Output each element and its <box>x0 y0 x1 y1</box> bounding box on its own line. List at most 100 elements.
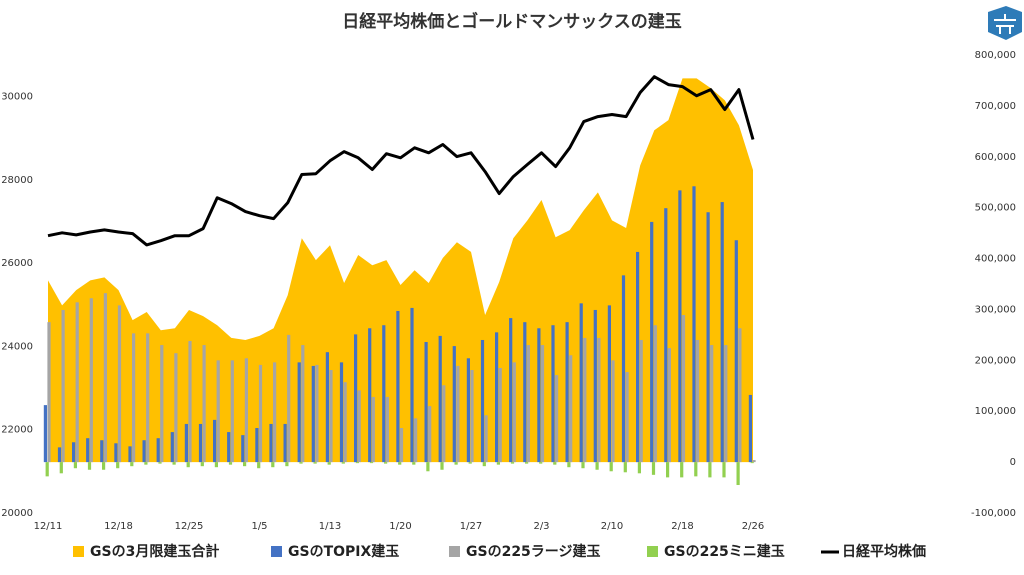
legend-label: GSの225ラージ建玉 <box>466 543 601 560</box>
bar <box>484 415 488 463</box>
bar <box>273 362 277 463</box>
bar <box>708 462 712 478</box>
bar <box>156 438 160 463</box>
bar <box>45 462 49 477</box>
bar <box>142 440 146 463</box>
bar <box>315 364 319 463</box>
bar <box>382 325 386 463</box>
bar <box>117 305 122 463</box>
bar <box>509 318 513 463</box>
bar <box>555 375 559 463</box>
y-tick-label: 24000 <box>1 341 33 352</box>
y2-tick-label: 100,000 <box>975 406 1016 417</box>
x-tick-label: 1/20 <box>389 521 411 532</box>
y2-tick-label: 700,000 <box>975 101 1016 112</box>
bar <box>61 309 65 463</box>
y-tick-label: 20000 <box>1 508 33 519</box>
bar <box>59 462 63 474</box>
legend-swatch <box>647 546 658 557</box>
bar <box>609 462 613 472</box>
bar <box>311 365 315 463</box>
y2-tick-label: 300,000 <box>975 304 1016 315</box>
bar <box>213 419 217 463</box>
bar <box>525 462 529 464</box>
bar <box>228 462 233 465</box>
bar <box>537 328 541 463</box>
bar <box>243 462 247 467</box>
y2-tick-label: 0 <box>1010 457 1016 468</box>
bar <box>523 322 527 463</box>
bar <box>551 325 555 463</box>
bar <box>428 406 432 463</box>
bar <box>724 345 728 463</box>
bar <box>100 440 104 463</box>
bar <box>396 310 400 463</box>
bar <box>667 348 671 463</box>
bar <box>398 462 402 465</box>
bar <box>103 293 107 463</box>
bar <box>694 462 698 477</box>
bar <box>343 382 347 463</box>
bar <box>738 328 742 463</box>
bar <box>636 251 640 463</box>
legend-swatch <box>449 546 460 557</box>
bar <box>354 334 358 463</box>
bar <box>696 339 700 463</box>
bar <box>258 364 263 463</box>
bar <box>454 462 458 465</box>
x-tick-label: 2/26 <box>742 521 764 532</box>
bar <box>426 462 430 472</box>
x-tick-label: 1/13 <box>319 521 341 532</box>
bar <box>227 432 231 463</box>
bar <box>468 462 472 464</box>
bar <box>583 337 587 463</box>
bar <box>710 345 714 463</box>
bar <box>299 462 303 464</box>
bar <box>257 462 261 469</box>
bar <box>146 333 150 463</box>
bar <box>216 360 220 463</box>
bar <box>540 345 545 463</box>
bar <box>158 462 162 464</box>
bar <box>650 221 654 463</box>
bar <box>681 315 686 463</box>
bar <box>414 418 418 463</box>
bar <box>102 462 106 470</box>
legend-label: GSのTOPIX建玉 <box>288 543 399 560</box>
bar <box>750 462 754 464</box>
bar <box>200 462 204 467</box>
bar <box>184 423 188 463</box>
x-tick-label: 12/18 <box>104 521 133 532</box>
bar <box>186 462 190 468</box>
x-tick-label: 1/27 <box>460 521 482 532</box>
bar <box>736 462 740 486</box>
bar <box>384 462 388 464</box>
bar <box>287 334 291 463</box>
bar <box>625 372 629 463</box>
bar <box>456 365 460 463</box>
bar <box>244 358 248 463</box>
y2-tick-label: 600,000 <box>975 152 1016 163</box>
x-tick-label: 2/18 <box>671 521 693 532</box>
area <box>48 78 753 463</box>
bar <box>480 339 485 463</box>
bar <box>174 353 178 463</box>
bar <box>355 462 359 464</box>
bar <box>369 462 374 464</box>
legend-label: GSの225ミニ建玉 <box>664 543 785 560</box>
bar <box>130 462 134 467</box>
bar <box>706 212 710 463</box>
y2-tick-label: 800,000 <box>975 50 1016 61</box>
legend-swatch <box>271 546 282 557</box>
bar <box>438 335 442 463</box>
bar <box>214 462 218 468</box>
bar <box>385 396 389 463</box>
bar <box>734 240 738 463</box>
bar <box>170 432 174 463</box>
bar <box>357 390 361 463</box>
bar <box>255 428 259 463</box>
bar <box>339 362 344 463</box>
bar <box>47 322 51 463</box>
bar <box>442 385 446 463</box>
